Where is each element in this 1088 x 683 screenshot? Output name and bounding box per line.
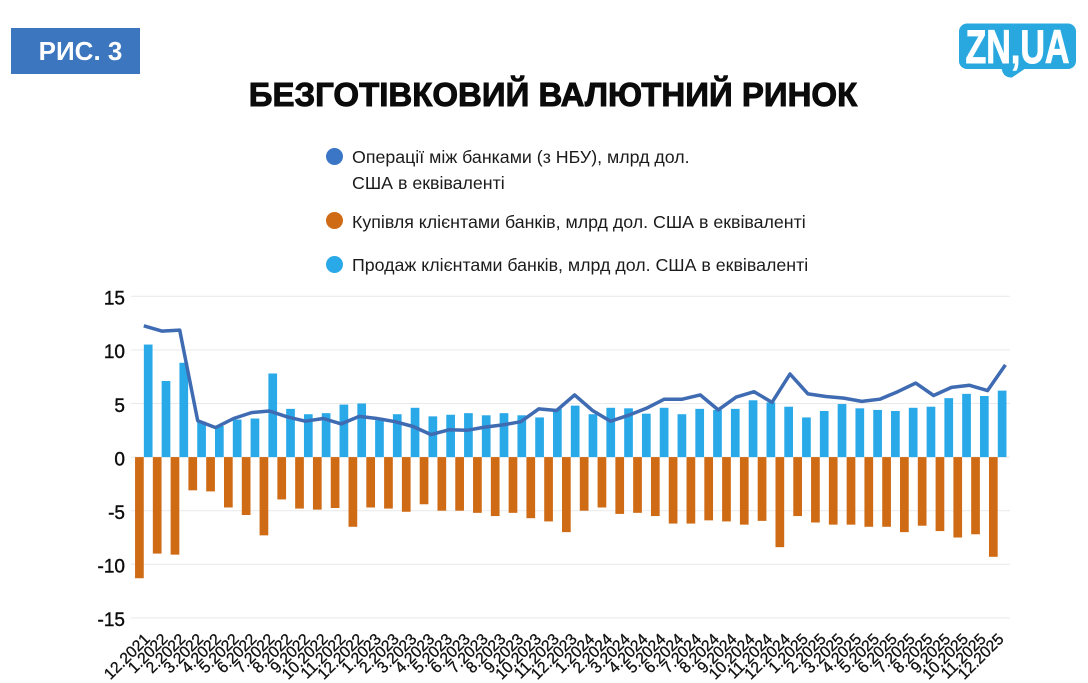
- svg-text:-5: -5: [108, 503, 125, 524]
- svg-text:0: 0: [114, 449, 125, 470]
- svg-text:10: 10: [104, 342, 125, 363]
- svg-text:ZN,UA: ZN,UA: [966, 20, 1070, 73]
- svg-text:-15: -15: [98, 610, 125, 631]
- svg-text:5: 5: [114, 396, 125, 417]
- svg-text:-10: -10: [98, 557, 125, 578]
- svg-text:15: 15: [104, 289, 125, 310]
